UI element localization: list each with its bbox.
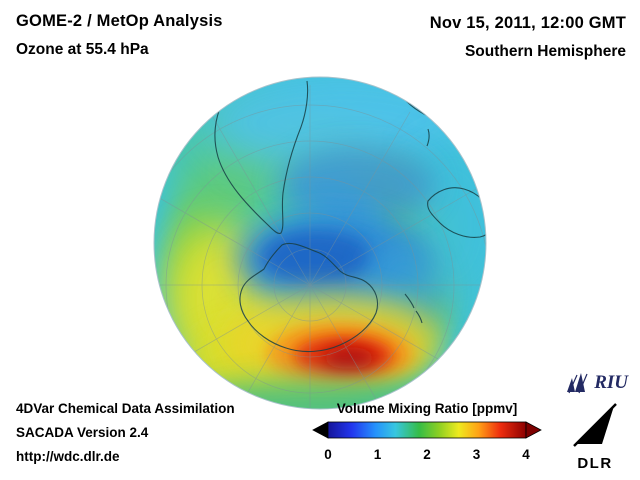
dlr-logo-text: DLR — [577, 455, 613, 472]
tick-1: 1 — [373, 447, 382, 462]
tick-0: 0 — [324, 447, 332, 462]
title-instrument: GOME-2 / MetOp Analysis — [16, 12, 223, 30]
tick-4: 4 — [522, 447, 530, 462]
header-right: Nov 15, 2011, 12:00 GMT Southern Hemisph… — [430, 14, 626, 61]
riu-logo: RIU — [566, 372, 628, 394]
coastline-antarctica — [239, 242, 379, 353]
colorbar: Volume Mixing Ratio [ppmv] — [312, 401, 542, 463]
website-url: http://wdc.dlr.de — [16, 449, 120, 464]
globe-rim — [153, 76, 487, 410]
globe-map — [152, 75, 488, 411]
globe-svg — [153, 76, 487, 410]
colorbar-over-arrow — [525, 421, 542, 439]
riu-logo-icon — [567, 373, 588, 394]
colorbar-ticks: 0 1 2 3 4 — [312, 447, 542, 463]
colorbar-title: Volume Mixing Ratio [ppmv] — [336, 401, 518, 416]
riu-logo-text: RIU — [594, 372, 628, 393]
colorbar-bar — [327, 421, 527, 439]
version-label: SACADA Version 2.4 — [16, 425, 149, 440]
dlr-logo-icon — [573, 403, 617, 447]
tick-3: 3 — [472, 447, 481, 462]
tick-2: 2 — [423, 447, 431, 462]
header-left: GOME-2 / MetOp Analysis Ozone at 55.4 hP… — [16, 12, 223, 59]
coastline-south-america — [214, 78, 309, 234]
hemisphere-label: Southern Hemisphere — [464, 43, 626, 60]
dlr-logo: DLR — [568, 402, 622, 472]
footer-left: 4DVar Chemical Data Assimilation SACADA … — [16, 401, 235, 473]
coastline-australia — [427, 187, 486, 238]
colorbar-gradient — [312, 421, 542, 439]
title-level: Ozone at 55.4 hPa — [16, 41, 149, 58]
coastline-new-zealand — [404, 293, 423, 324]
colorbar-under-arrow — [312, 421, 329, 439]
datetime-label: Nov 15, 2011, 12:00 GMT — [429, 14, 626, 32]
assimilation-label: 4DVar Chemical Data Assimilation — [16, 401, 235, 416]
